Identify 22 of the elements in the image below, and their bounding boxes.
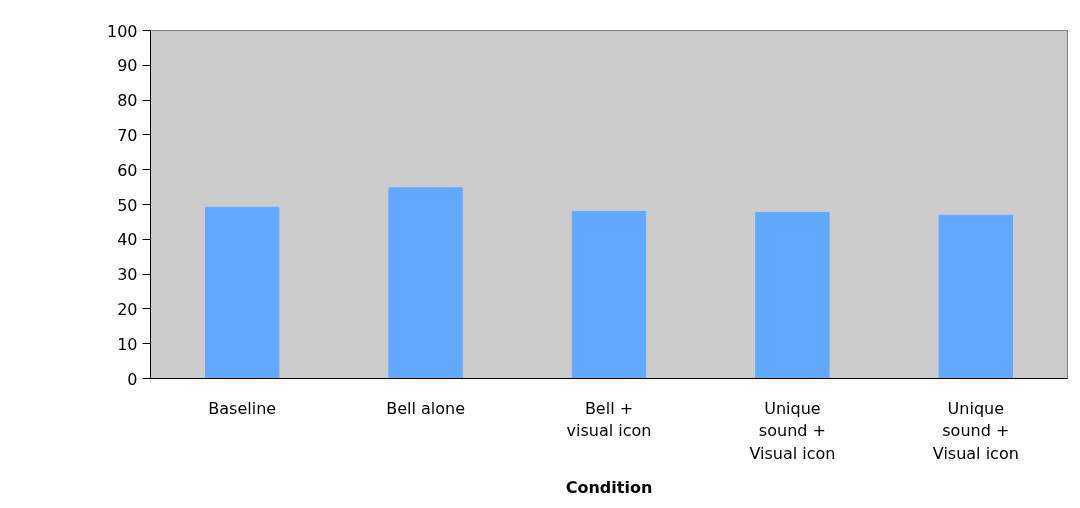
y-tick-label: 10 xyxy=(117,334,138,354)
x-tick-label: Unique sound + Visual icon xyxy=(749,398,836,464)
bar xyxy=(938,214,1013,379)
y-tick-label: 0 xyxy=(127,369,138,389)
y-tick-label: 70 xyxy=(117,125,138,145)
x-tick-label: Unique sound + Visual icon xyxy=(932,398,1019,464)
y-tick-label: 60 xyxy=(117,160,138,180)
x-tick-label: Bell + visual icon xyxy=(566,398,652,441)
x-tick-label: Baseline xyxy=(208,398,277,418)
bar xyxy=(388,187,463,379)
y-tick-label: 40 xyxy=(117,230,138,250)
y-tick-label: 80 xyxy=(117,91,138,111)
x-axis-title: Condition xyxy=(565,478,653,498)
bar xyxy=(755,212,830,379)
y-tick-label: 100 xyxy=(106,21,138,41)
y-tick-label: 90 xyxy=(117,56,138,76)
y-tick-label: 30 xyxy=(117,265,138,285)
bar xyxy=(205,206,280,379)
x-tick-label: Bell alone xyxy=(386,398,466,418)
y-tick-label: 50 xyxy=(117,195,138,215)
bar xyxy=(571,210,647,379)
y-tick-label: 20 xyxy=(117,299,138,319)
